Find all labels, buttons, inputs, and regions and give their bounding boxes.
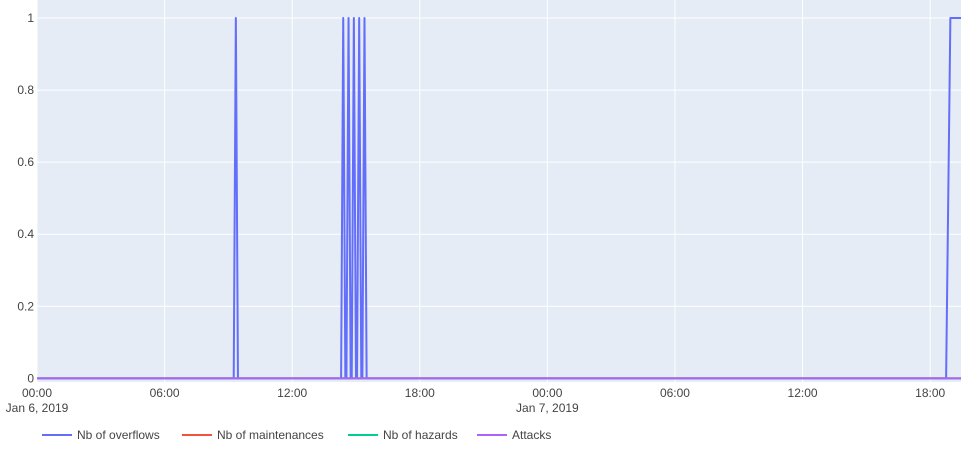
- x-tick-label: 06:00: [660, 386, 690, 400]
- x-tick-label: 12:00: [277, 386, 307, 400]
- y-tick-label: 0.2: [17, 299, 34, 313]
- legend-item: Nb of overflows: [42, 428, 160, 442]
- legend-label: Nb of maintenances: [217, 428, 324, 442]
- legend-label: Nb of overflows: [77, 428, 160, 442]
- legend-label: Nb of hazards: [383, 428, 458, 442]
- y-axis-labels: 0 0.2 0.4 0.6 0.8 1: [17, 11, 34, 385]
- legend-item: Attacks: [477, 428, 551, 442]
- x-grid: [36, 0, 931, 382]
- x-tick-label: 18:00: [405, 386, 435, 400]
- y-tick-label: 0.6: [17, 155, 34, 169]
- x-tick-date-label: Jan 7, 2019: [516, 401, 579, 415]
- y-tick-label: 0: [27, 371, 34, 385]
- x-tick-label: 00:00: [22, 386, 52, 400]
- x-tick-label: 00:00: [532, 386, 562, 400]
- plot-area: [37, 0, 961, 382]
- series-layer: [37, 17, 961, 380]
- legend-item: Nb of hazards: [348, 428, 458, 442]
- legend-label: Attacks: [512, 428, 551, 442]
- x-tick-date-label: Jan 6, 2019: [6, 401, 69, 415]
- y-tick-label: 0.4: [17, 227, 34, 241]
- legend: Nb of overflows Nb of maintenances Nb of h…: [42, 428, 551, 442]
- y-tick-label: 0.8: [17, 83, 34, 97]
- x-tick-label: 18:00: [915, 386, 945, 400]
- legend-item: Nb of maintenances: [182, 428, 324, 442]
- x-tick-label: 12:00: [788, 386, 818, 400]
- y-tick-label: 1: [27, 11, 34, 25]
- x-tick-label: 06:00: [150, 386, 180, 400]
